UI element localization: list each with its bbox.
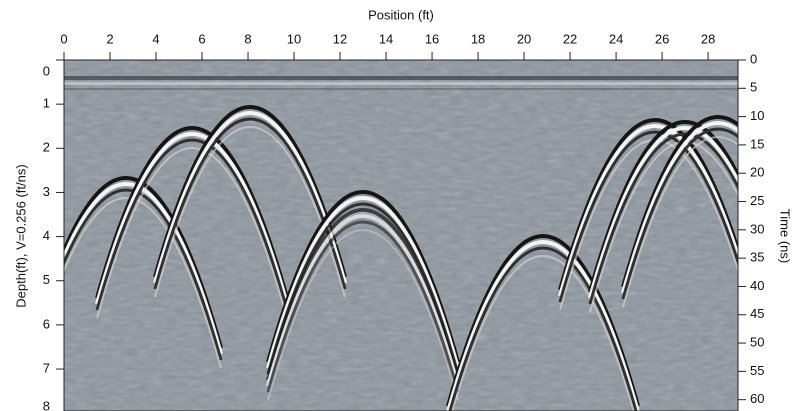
y2-tick-label: 0 xyxy=(750,51,757,66)
x-tick-label: 2 xyxy=(106,31,113,46)
x-tick-label: 28 xyxy=(701,31,715,46)
x-tick-label: 24 xyxy=(609,31,623,46)
y2-tick-label: 40 xyxy=(750,278,764,293)
y-tick-label: 4 xyxy=(43,228,50,243)
y2-axis-title: Time (ns) xyxy=(778,209,793,263)
y-tick-label: 7 xyxy=(43,360,50,375)
x-tick-label: 14 xyxy=(379,31,393,46)
x-tick-label: 22 xyxy=(563,31,577,46)
y-tick-label: 8 xyxy=(43,398,50,411)
x-axis-title: Position (ft) xyxy=(368,7,434,22)
x-tick-label: 0 xyxy=(60,31,67,46)
y2-tick-label: 35 xyxy=(750,250,764,265)
y2-tick-label: 5 xyxy=(750,80,757,95)
x-tick-label: 16 xyxy=(425,31,439,46)
y2-tick-label: 55 xyxy=(750,363,764,378)
y-axis-title: Depth(ft), V=0.256 (ft/ns) xyxy=(13,164,28,307)
x-tick-label: 8 xyxy=(244,31,251,46)
x-tick-label: 6 xyxy=(198,31,205,46)
y2-tick-label: 50 xyxy=(750,335,764,350)
y-tick-label: 2 xyxy=(43,140,50,155)
x-tick-label: 20 xyxy=(517,31,531,46)
y2-tick-label: 25 xyxy=(750,193,764,208)
radargram-image xyxy=(31,60,794,411)
y2-tick-label: 20 xyxy=(750,165,764,180)
y2-tick-label: 10 xyxy=(750,108,764,123)
chart: Position (ft) Depth(ft), V=0.256 (ft/ns)… xyxy=(0,0,794,411)
x-tick-label: 26 xyxy=(655,31,669,46)
y-tick-label: 1 xyxy=(43,96,50,111)
y2-tick-label: 30 xyxy=(750,221,764,236)
x-tick-label: 10 xyxy=(287,31,301,46)
y-tick-label: 6 xyxy=(43,316,50,331)
x-tick-label: 18 xyxy=(471,31,485,46)
y2-tick-label: 60 xyxy=(750,391,764,406)
x-tick-label: 12 xyxy=(333,31,347,46)
y2-tick-label: 45 xyxy=(750,306,764,321)
y-tick-label: 5 xyxy=(43,272,50,287)
x-tick-label: 4 xyxy=(152,31,159,46)
y-tick-label: 3 xyxy=(43,184,50,199)
y2-tick-label: 15 xyxy=(750,136,764,151)
y-tick-label: 0 xyxy=(43,63,50,78)
